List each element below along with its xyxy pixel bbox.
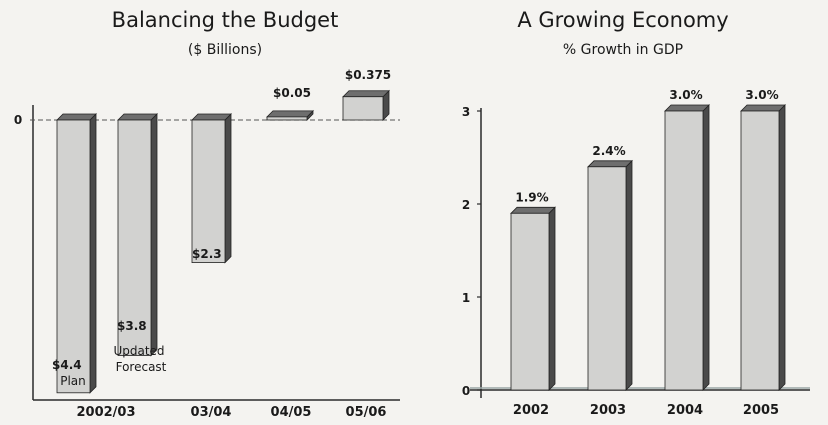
gdp-bar-3	[740, 104, 786, 391]
budget-value-label-4: $0.375	[345, 68, 391, 82]
budget-note-plan: Plan	[60, 374, 86, 388]
budget-value-label-1: $3.8	[117, 319, 147, 333]
gdp-value-label-1: 2.4%	[592, 144, 625, 158]
budget-bar-3	[266, 109, 314, 121]
gdp-x-tick-0: 2002	[513, 403, 549, 418]
budget-chart-subtitle: ($ Billions)	[188, 42, 262, 58]
budget-note-updated: Updated	[113, 344, 164, 358]
budget-value-label-2: $2.3	[192, 247, 222, 261]
budget-value-label-3: $0.05	[273, 86, 311, 100]
budget-note-forecast: Forecast	[116, 360, 167, 374]
budget-value-label-0: $4.4	[52, 358, 82, 372]
budget-bar-4	[342, 89, 390, 121]
gdp-chart-title: A Growing Economy	[517, 8, 728, 32]
gdp-x-tick-1: 2003	[590, 403, 626, 418]
gdp-value-label-0: 1.9%	[515, 190, 548, 204]
budget-bar-2	[191, 113, 232, 264]
budget-x-tick-1: 03/04	[191, 405, 232, 420]
gdp-y-tick-2: 2	[462, 198, 470, 212]
budget-x-tick-3: 05/06	[346, 405, 387, 420]
gdp-bar-1	[587, 159, 633, 391]
budget-bar-0	[56, 113, 97, 394]
gdp-chart-subtitle: % Growth in GDP	[563, 42, 683, 58]
gdp-x-tick-3: 2005	[743, 403, 779, 418]
gdp-value-label-3: 3.0%	[745, 88, 778, 102]
gdp-y-tick-1: 1	[462, 291, 470, 305]
budget-x-tick-0: 2002/03	[76, 405, 135, 420]
gdp-y-tick-0: 0	[462, 384, 470, 398]
budget-x-tick-2: 04/05	[271, 405, 312, 420]
gdp-value-label-2: 3.0%	[669, 88, 702, 102]
gdp-bar-2	[664, 104, 710, 391]
gdp-bar-0	[510, 206, 556, 391]
gdp-y-tick-3: 3	[462, 105, 470, 119]
gdp-x-tick-2: 2004	[667, 403, 703, 418]
budget-chart-title: Balancing the Budget	[112, 8, 339, 32]
budget-bar-1	[117, 113, 158, 357]
budget-y-tick-0: 0	[14, 113, 22, 127]
